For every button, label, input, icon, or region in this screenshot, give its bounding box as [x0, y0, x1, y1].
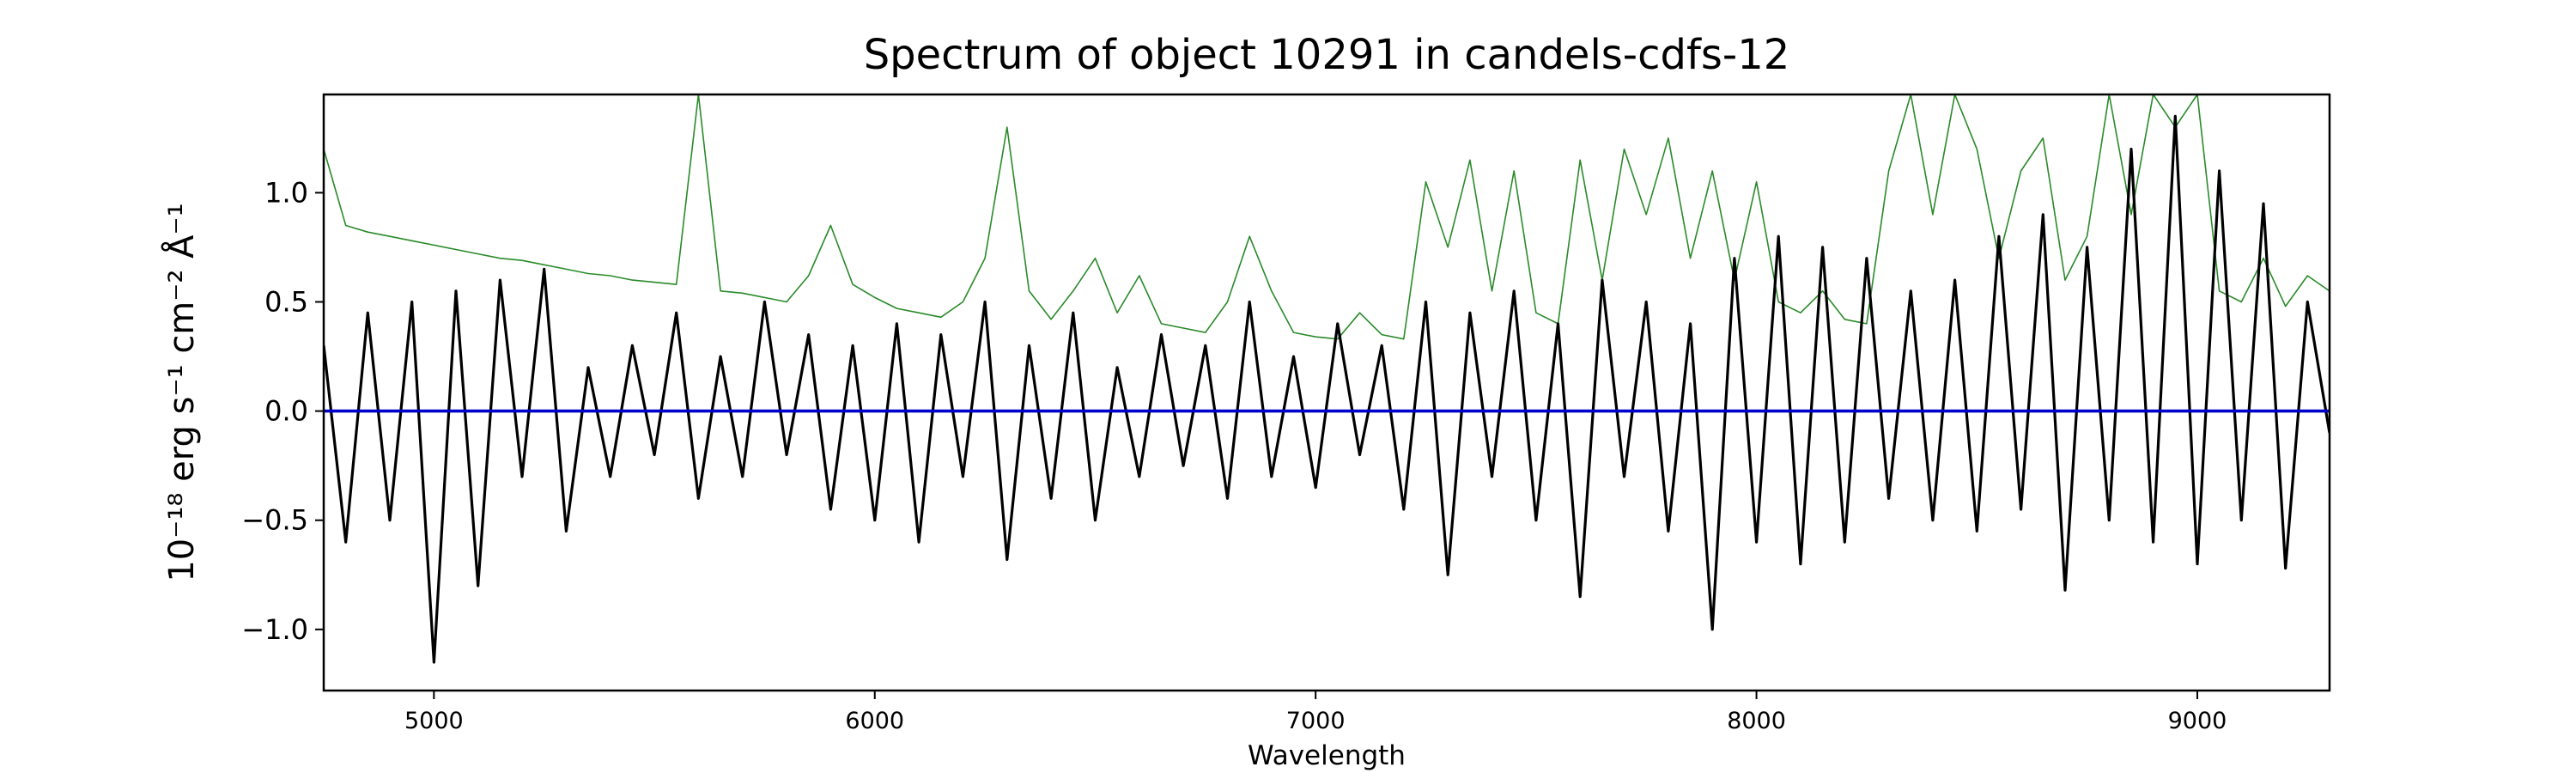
y-tick-label: −1.0	[241, 613, 308, 646]
axes-frame	[322, 93, 2331, 692]
chart-title: Spectrum of object 10291 in candels-cdfs…	[864, 31, 1790, 79]
x-tick-label: 7000	[1286, 708, 1346, 734]
x-tick-label: 9000	[2168, 708, 2227, 734]
plot-area	[324, 94, 2330, 664]
y-tick-label: 0.5	[264, 286, 308, 319]
y-tick-label: 0.0	[264, 395, 308, 428]
x-tick-label: 6000	[845, 708, 904, 734]
x-tick-label: 8000	[1727, 708, 1786, 734]
spectrum-line	[324, 114, 2330, 664]
spectrum-line	[324, 94, 2330, 340]
x-tick-label: 5000	[404, 708, 464, 734]
y-axis-label: 10⁻¹⁸ erg s⁻¹ cm⁻² Å⁻¹	[161, 203, 202, 581]
y-tick-label: 1.0	[264, 176, 308, 209]
x-axis-label: Wavelength	[1248, 740, 1406, 771]
y-tick-label: −0.5	[241, 504, 308, 537]
